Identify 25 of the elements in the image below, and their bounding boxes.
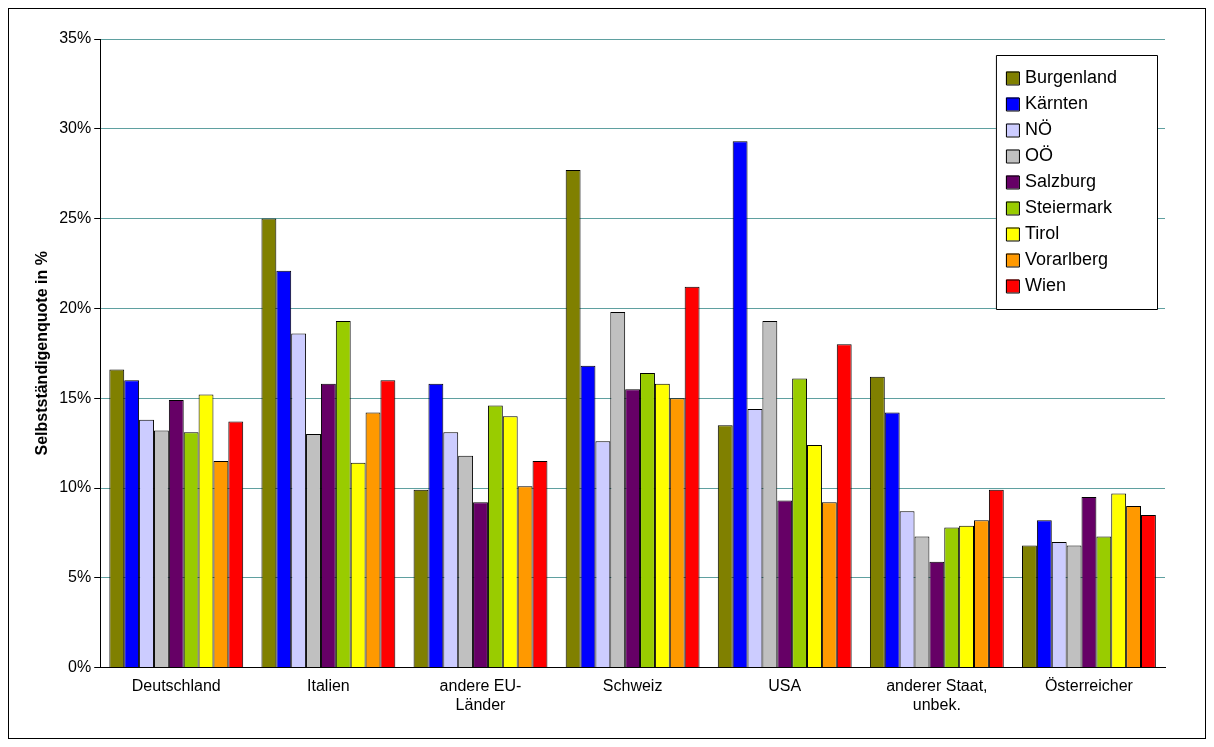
y-axis-title: Selbstständigenquote in % xyxy=(33,251,51,456)
x-tick-label: andere EU-Länder xyxy=(439,676,522,713)
legend-label: Kärnten xyxy=(1024,92,1088,113)
x-tick-label: Österreicher xyxy=(1044,676,1134,694)
y-tick-label: 20% xyxy=(59,298,92,316)
y-tick-label: 25% xyxy=(59,209,92,227)
y-tick-label: 30% xyxy=(59,119,92,137)
x-tick-label: Deutschland xyxy=(131,676,221,694)
y-tick-label: 10% xyxy=(59,478,92,496)
x-tick-label: anderer Staat, unbek. xyxy=(886,676,988,713)
x-tick-label: Italien xyxy=(307,676,350,694)
legend-label: Wien xyxy=(1024,274,1066,295)
legend-label: Steiermark xyxy=(1024,196,1113,217)
y-tick-label: 15% xyxy=(59,388,92,406)
legend-label: NÖ xyxy=(1024,118,1052,139)
y-tick-label: 35% xyxy=(59,29,92,47)
x-tick-label: USA xyxy=(768,676,802,694)
legend-label: Vorarlberg xyxy=(1024,248,1108,269)
legend-label: Burgenland xyxy=(1024,66,1117,87)
y-tick-label: 5% xyxy=(68,568,92,586)
legend-label: Salzburg xyxy=(1024,170,1096,191)
legend-label: Tirol xyxy=(1024,222,1060,243)
y-tick-label: 0% xyxy=(68,658,92,676)
legend-label: OÖ xyxy=(1024,144,1053,165)
x-tick-label: Schweiz xyxy=(602,676,663,694)
